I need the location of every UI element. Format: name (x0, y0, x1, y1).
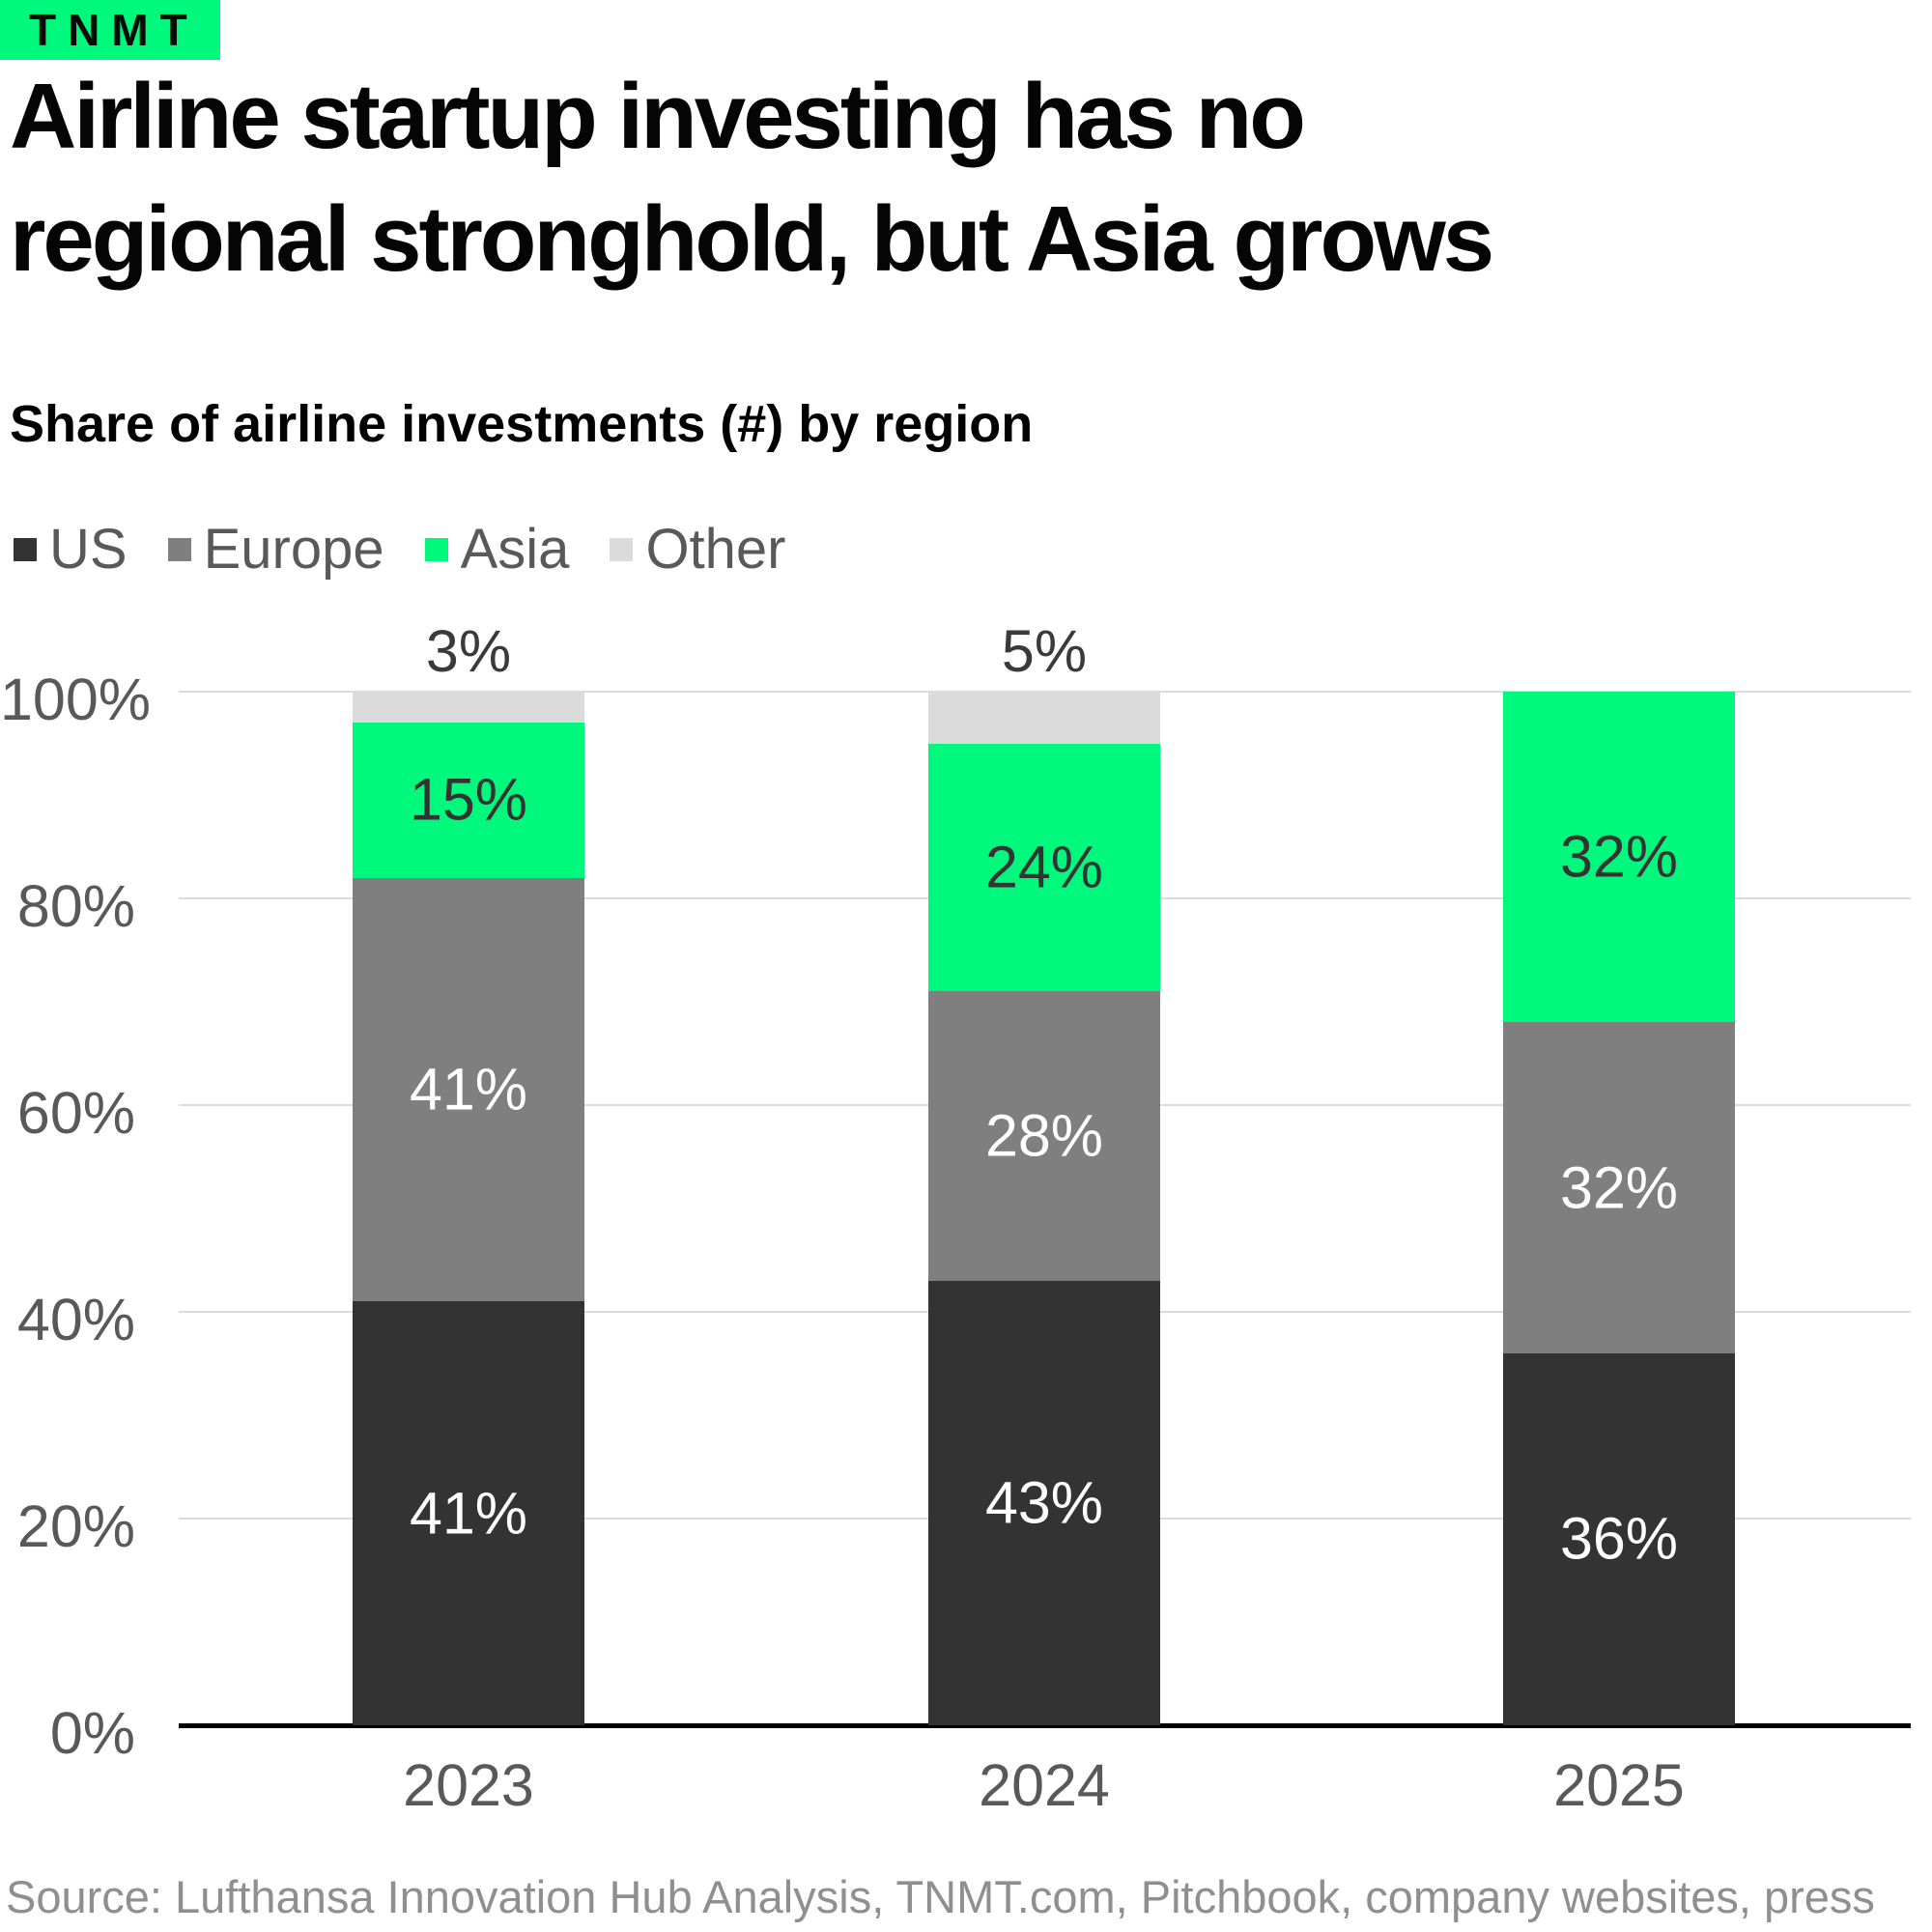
bar-segment-2024-asia (928, 743, 1160, 992)
data-label-2023-asia: 15% (409, 766, 528, 833)
data-label-2023-us: 41% (409, 1480, 528, 1547)
bar-segment-2025-us (1503, 1352, 1735, 1725)
data-label-above-2024-other: 5% (1001, 618, 1088, 684)
source-note: Source: Lufthansa Innovation Hub Analysi… (6, 1871, 1875, 1922)
y-tick-label-100%: 100% (0, 667, 152, 732)
data-label-2023-europe: 41% (409, 1056, 528, 1122)
legend-swatch-asia (424, 538, 448, 561)
legend-label: Asia (460, 518, 570, 581)
legend-item-asia: Asia (424, 518, 570, 581)
bar-segment-2024-other (928, 692, 1160, 744)
x-tick-label-2024: 2024 (979, 1752, 1110, 1818)
legend-label: Other (645, 518, 786, 581)
legend-item-us: US (14, 522, 128, 578)
y-tick-label-80%: 80% (16, 873, 135, 939)
bar-segment-2023-other (353, 692, 584, 724)
bar-segment-2024-europe (928, 991, 1160, 1281)
y-tick-label-20%: 20% (16, 1493, 135, 1559)
page-title: Airline startup investing has no regiona… (10, 56, 1845, 300)
legend-swatch-us (14, 538, 37, 561)
y-tick-label-40%: 40% (16, 1287, 135, 1352)
legend-item-europe: Europe (167, 518, 384, 581)
legend-label: Europe (203, 518, 384, 581)
x-axis-line (179, 1723, 1911, 1728)
chart-subtitle: Share of airline investments (#) by regi… (10, 395, 1034, 453)
title-line-1: Airline startup investing has no (10, 65, 1306, 168)
x-tick-label-2023: 2023 (403, 1752, 534, 1818)
legend-item-other: Other (610, 518, 786, 581)
legend-swatch-europe (167, 538, 191, 561)
bar-segment-2023-europe (353, 877, 584, 1302)
bar-segment-2023-us (353, 1301, 584, 1725)
legend-label: US (49, 518, 128, 581)
bar-segment-2024-us (928, 1280, 1160, 1725)
data-label-above-2023-other: 3% (425, 618, 512, 684)
data-label-2024-us: 43% (984, 1469, 1104, 1536)
legend-swatch-other (610, 538, 634, 561)
data-label-2024-europe: 28% (984, 1102, 1104, 1169)
data-label-2025-us: 36% (1559, 1505, 1679, 1572)
data-label-2025-asia: 32% (1559, 823, 1679, 890)
y-tick-label-0%: 0% (49, 1700, 135, 1766)
y-tick-label-60%: 60% (16, 1080, 135, 1146)
data-label-2025-europe: 32% (1559, 1154, 1679, 1221)
x-tick-label-2025: 2025 (1553, 1752, 1685, 1818)
tnmt-logo: TNMT (0, 0, 220, 60)
tnmt-logo-text: TNMT (29, 5, 199, 55)
chart-legend: US Europe Asia Other (14, 522, 786, 578)
data-label-2024-asia: 24% (984, 834, 1104, 900)
bar-segment-2025-europe (1503, 1022, 1735, 1353)
title-line-2: regional stronghold, but Asia grows (10, 186, 1494, 291)
bar-segment-2023-asia (353, 723, 584, 878)
bar-segment-2025-asia (1503, 692, 1735, 1023)
